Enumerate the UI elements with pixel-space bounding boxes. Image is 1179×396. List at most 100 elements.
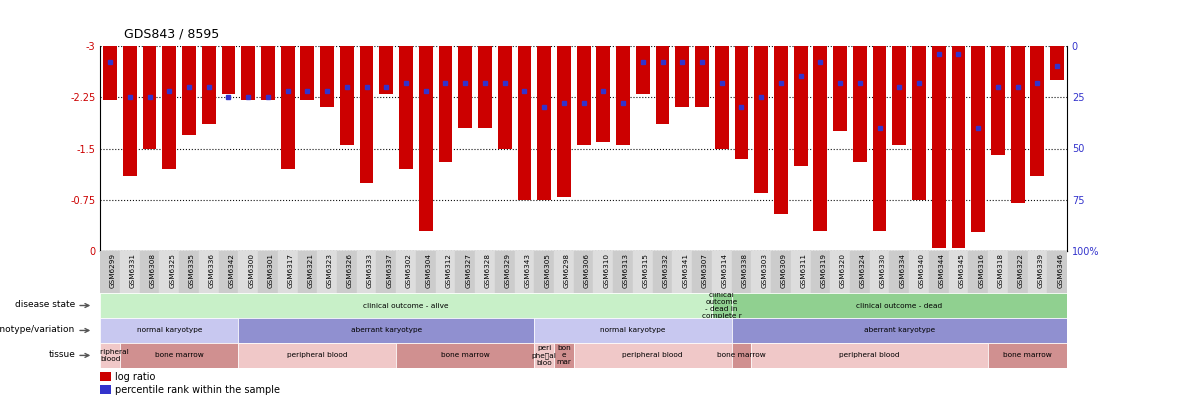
Bar <box>751 343 988 368</box>
Bar <box>597 46 611 142</box>
Bar <box>100 343 120 368</box>
Text: GSM6331: GSM6331 <box>130 253 136 288</box>
Bar <box>238 343 396 368</box>
Text: GSM6321: GSM6321 <box>308 253 314 288</box>
Bar <box>968 251 988 293</box>
Bar <box>435 251 455 293</box>
Text: GSM6333: GSM6333 <box>367 253 373 288</box>
Text: GSM6334: GSM6334 <box>900 253 905 288</box>
Text: GSM6335: GSM6335 <box>189 253 195 288</box>
Bar <box>992 46 1005 155</box>
Bar <box>100 293 712 318</box>
Text: clinical outcome - dead: clinical outcome - dead <box>856 303 942 308</box>
Bar <box>123 46 137 176</box>
Bar <box>100 251 120 293</box>
Bar <box>202 46 216 124</box>
Bar <box>1030 46 1045 176</box>
Text: GSM6317: GSM6317 <box>288 253 294 288</box>
Text: GSM6339: GSM6339 <box>1038 253 1043 288</box>
Bar <box>340 46 354 145</box>
Text: GSM6311: GSM6311 <box>801 253 806 288</box>
Text: normal karyotype: normal karyotype <box>600 327 666 333</box>
Bar <box>696 46 709 107</box>
Bar <box>617 46 630 145</box>
Bar <box>1028 251 1047 293</box>
Text: GSM6304: GSM6304 <box>426 253 432 288</box>
Bar <box>951 46 966 248</box>
Bar <box>439 46 453 162</box>
Bar <box>1010 46 1025 204</box>
Bar <box>755 46 768 193</box>
Text: tissue: tissue <box>48 350 75 359</box>
Text: peri
pheal
bloo: peri phe al bloo <box>532 345 556 366</box>
Bar <box>396 251 416 293</box>
Bar <box>656 46 670 124</box>
Text: GSM6301: GSM6301 <box>268 253 274 288</box>
Bar <box>672 251 692 293</box>
Bar <box>376 251 396 293</box>
Bar <box>321 46 334 107</box>
Bar <box>100 385 111 394</box>
Bar <box>238 251 258 293</box>
Bar <box>301 46 315 101</box>
Bar <box>396 343 534 368</box>
Bar <box>773 46 788 214</box>
Text: GSM6341: GSM6341 <box>683 253 689 288</box>
Text: GSM6309: GSM6309 <box>780 253 786 288</box>
Text: GSM6312: GSM6312 <box>446 253 452 288</box>
Bar <box>104 46 117 101</box>
Bar <box>357 251 376 293</box>
Bar <box>182 46 196 135</box>
Bar <box>242 46 255 101</box>
Text: genotype/variation: genotype/variation <box>0 325 75 334</box>
Bar <box>498 46 512 148</box>
Bar <box>238 318 534 343</box>
Text: bone marrow: bone marrow <box>717 352 766 358</box>
Text: peripheral blood: peripheral blood <box>286 352 348 358</box>
Bar <box>455 251 475 293</box>
Bar <box>199 251 218 293</box>
Bar <box>712 293 732 318</box>
Bar <box>988 251 1008 293</box>
Text: GSM6300: GSM6300 <box>249 253 255 288</box>
Bar <box>222 46 236 93</box>
Bar <box>554 251 574 293</box>
Bar <box>179 251 199 293</box>
Text: GSM6315: GSM6315 <box>643 253 648 288</box>
Bar <box>751 251 771 293</box>
Bar <box>159 251 179 293</box>
Bar <box>337 251 357 293</box>
Bar <box>834 46 847 131</box>
Text: peripheral
blood: peripheral blood <box>91 349 129 362</box>
Text: GSM6330: GSM6330 <box>880 253 885 288</box>
Text: bone marrow: bone marrow <box>441 352 489 358</box>
Bar <box>297 251 317 293</box>
Bar <box>495 251 514 293</box>
Text: GSM6303: GSM6303 <box>762 253 768 288</box>
Text: GSM6302: GSM6302 <box>406 253 411 288</box>
Text: aberrant karyotype: aberrant karyotype <box>864 327 935 333</box>
Bar <box>692 251 712 293</box>
Text: clinical outcome - alive: clinical outcome - alive <box>363 303 449 308</box>
Text: GSM6306: GSM6306 <box>584 253 590 288</box>
Bar <box>258 251 278 293</box>
Bar <box>120 251 139 293</box>
Text: peripheral blood: peripheral blood <box>623 352 683 358</box>
Text: GSM6318: GSM6318 <box>997 253 1005 288</box>
Text: GSM6326: GSM6326 <box>347 253 353 288</box>
Bar <box>732 251 751 293</box>
Bar <box>732 318 1067 343</box>
Text: GSM6332: GSM6332 <box>663 253 668 288</box>
Text: GSM6298: GSM6298 <box>564 253 569 288</box>
Text: GSM6346: GSM6346 <box>1058 253 1063 288</box>
Bar <box>475 251 495 293</box>
Bar <box>988 343 1067 368</box>
Bar <box>793 46 808 166</box>
Bar <box>872 46 887 231</box>
Bar <box>830 251 850 293</box>
Text: GSM6328: GSM6328 <box>485 253 490 288</box>
Bar <box>120 343 238 368</box>
Text: GSM6299: GSM6299 <box>110 253 116 288</box>
Text: GSM6336: GSM6336 <box>209 253 215 288</box>
Bar <box>633 251 653 293</box>
